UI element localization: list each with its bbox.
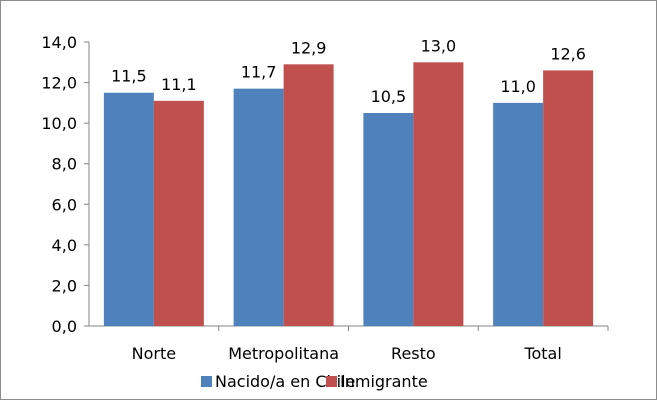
bar-data-label: 13,0	[421, 36, 457, 55]
y-tick-label: 12,0	[41, 74, 77, 93]
legend-label: Inmigrante	[340, 372, 428, 391]
y-tick-label: 10,0	[41, 114, 77, 133]
bar-data-label: 11,5	[111, 67, 147, 86]
bar-data-label: 11,0	[500, 77, 536, 96]
bar	[363, 113, 414, 326]
bar	[103, 92, 154, 326]
y-tick-label: 8,0	[52, 155, 77, 174]
bar-data-label: 11,1	[161, 75, 197, 94]
y-tick-label: 2,0	[52, 276, 77, 295]
bar-data-label: 11,7	[241, 63, 277, 82]
bar-data-label: 12,6	[550, 44, 586, 63]
legend-label: Nacido/a en Chile	[215, 372, 355, 391]
bar	[543, 70, 594, 327]
y-tick-label: 6,0	[52, 195, 77, 214]
bar-data-label: 10,5	[371, 87, 407, 106]
y-tick-label: 4,0	[52, 236, 77, 255]
x-category-label: Total	[523, 344, 561, 363]
bar	[233, 88, 284, 327]
bar	[493, 102, 544, 326]
bar-data-label: 12,9	[291, 38, 327, 57]
plot-area: 0,0 2,0 4,0 6,0 8,0 10,0 12,0 14,0 Norte 11,5 11,1…	[41, 33, 609, 363]
legend-swatch	[326, 376, 337, 387]
x-category-label: Resto	[391, 344, 436, 363]
bar	[153, 100, 204, 326]
bar	[283, 64, 334, 327]
x-category-label: Norte	[132, 344, 176, 363]
y-tick-label: 0,0	[52, 317, 77, 336]
bar	[413, 62, 464, 327]
x-category-label: Metropolitana	[228, 344, 339, 363]
y-tick-label: 14,0	[41, 33, 77, 52]
legend-swatch	[201, 376, 212, 387]
